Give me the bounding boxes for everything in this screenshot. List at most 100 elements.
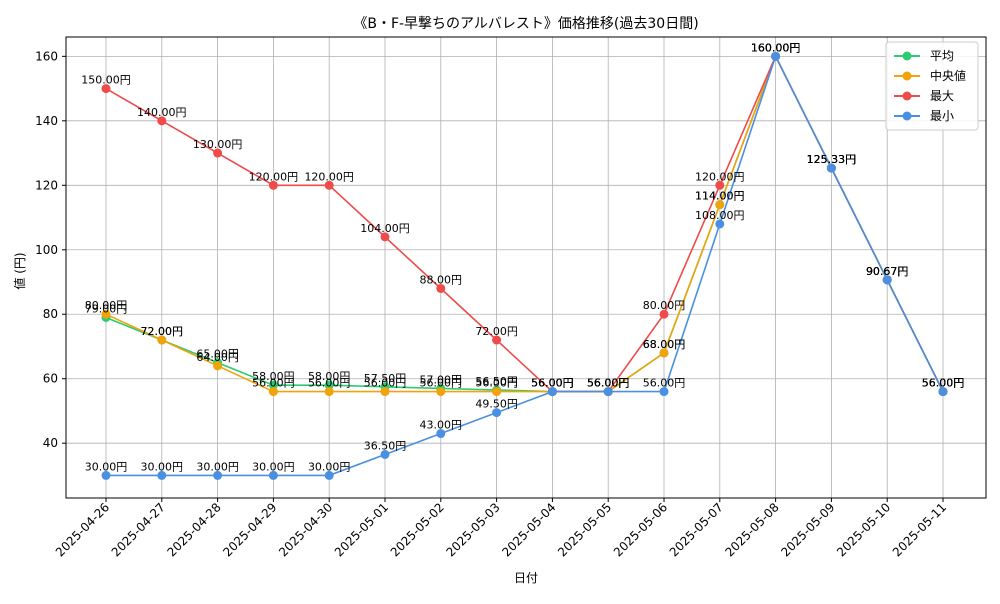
data-label: 56.00円 bbox=[922, 377, 965, 390]
data-label: 88.00円 bbox=[420, 273, 463, 286]
data-label: 125.33円 bbox=[807, 153, 857, 166]
x-tick-label: 2025-04-26 bbox=[53, 500, 112, 559]
data-point bbox=[324, 387, 334, 397]
data-label: 56.00円 bbox=[531, 377, 574, 390]
data-point bbox=[380, 449, 390, 459]
data-point bbox=[436, 283, 446, 293]
x-tick-label: 2025-04-27 bbox=[109, 500, 168, 559]
data-label: 56.00円 bbox=[587, 377, 630, 390]
y-tick-label: 80 bbox=[43, 307, 58, 321]
data-point bbox=[771, 51, 781, 61]
data-label: 125.33円 bbox=[807, 153, 857, 166]
y-tick-label: 40 bbox=[43, 436, 58, 450]
data-label: 30.00円 bbox=[85, 460, 128, 473]
data-label: 120.00円 bbox=[249, 170, 299, 183]
data-label: 43.00円 bbox=[420, 419, 463, 432]
data-label: 65.00円 bbox=[196, 348, 239, 361]
data-label: 150.00円 bbox=[81, 74, 131, 87]
data-label: 90.67円 bbox=[866, 265, 909, 278]
data-point bbox=[268, 380, 278, 390]
data-point bbox=[213, 470, 223, 480]
data-label: 56.00円 bbox=[922, 377, 965, 390]
data-label: 56.00円 bbox=[252, 377, 295, 390]
data-label: 130.00円 bbox=[193, 138, 243, 151]
data-label: 56.00円 bbox=[643, 377, 686, 390]
data-label: 56.00円 bbox=[308, 377, 351, 390]
data-label: 56.00円 bbox=[364, 377, 407, 390]
data-label: 80.00円 bbox=[643, 299, 686, 312]
data-point bbox=[157, 116, 167, 126]
data-label: 30.00円 bbox=[141, 460, 184, 473]
data-point bbox=[157, 335, 167, 345]
data-label: 58.00円 bbox=[308, 370, 351, 383]
x-tick-label: 2025-05-06 bbox=[611, 500, 670, 559]
data-label: 57.50円 bbox=[364, 372, 407, 385]
series-line-2 bbox=[105, 54, 944, 393]
x-tick-label: 2025-05-03 bbox=[444, 500, 503, 559]
x-tick-label: 2025-05-09 bbox=[778, 500, 837, 559]
y-axis-title: 値 (円) bbox=[12, 252, 27, 289]
data-point bbox=[715, 200, 725, 210]
data-label: 30.00円 bbox=[196, 460, 239, 473]
data-point bbox=[157, 470, 167, 480]
data-label: 160.00円 bbox=[751, 41, 801, 54]
data-point bbox=[436, 387, 446, 397]
data-point bbox=[101, 470, 111, 480]
data-label: 79.00円 bbox=[85, 302, 128, 315]
data-point bbox=[938, 387, 948, 397]
data-point bbox=[213, 148, 223, 158]
data-label: 68.00円 bbox=[643, 338, 686, 351]
data-label: 57.00円 bbox=[420, 373, 463, 386]
data-point bbox=[715, 219, 725, 229]
data-label: 72.00円 bbox=[141, 325, 184, 338]
data-label: 80.00円 bbox=[85, 299, 128, 312]
x-tick-label: 2025-05-02 bbox=[388, 500, 447, 559]
data-point bbox=[492, 387, 502, 397]
data-point bbox=[213, 361, 223, 371]
data-label: 36.50円 bbox=[364, 439, 407, 452]
x-tick-label: 2025-04-28 bbox=[165, 500, 224, 559]
data-label: 56.00円 bbox=[420, 377, 463, 390]
data-point bbox=[882, 275, 892, 285]
data-label: 30.00円 bbox=[252, 460, 295, 473]
data-point bbox=[492, 408, 502, 418]
data-point bbox=[101, 309, 111, 319]
data-label: 56.00円 bbox=[587, 377, 630, 390]
data-label: 56.00円 bbox=[587, 377, 630, 390]
grid bbox=[66, 37, 986, 498]
data-label: 125.33円 bbox=[807, 153, 857, 166]
data-label: 68.00円 bbox=[643, 338, 686, 351]
legend-label: 最大 bbox=[930, 89, 954, 103]
data-point bbox=[715, 180, 725, 190]
data-label: 125.33円 bbox=[807, 153, 857, 166]
data-label: 140.00円 bbox=[137, 106, 187, 119]
data-label: 56.00円 bbox=[475, 377, 518, 390]
y-tick-label: 60 bbox=[43, 372, 58, 386]
data-label: 56.00円 bbox=[531, 377, 574, 390]
data-label: 56.00円 bbox=[587, 377, 630, 390]
x-tick-label: 2025-05-04 bbox=[499, 500, 558, 559]
data-point bbox=[492, 335, 502, 345]
legend-label: 中央値 bbox=[930, 68, 966, 83]
data-labels: 79.00円 72.00円 65.00円 58.00円 58.00円 57.50円 57.0… bbox=[81, 41, 964, 473]
legend-marker bbox=[902, 71, 912, 81]
data-label: 104.00円 bbox=[360, 222, 410, 235]
data-label: 64.00円 bbox=[196, 351, 239, 364]
data-point bbox=[436, 429, 446, 439]
data-point bbox=[380, 387, 390, 397]
data-label: 56.00円 bbox=[531, 377, 574, 390]
data-point bbox=[101, 84, 111, 94]
legend-label: 最小 bbox=[930, 109, 954, 123]
x-tick-label: 2025-05-08 bbox=[723, 500, 782, 559]
x-tick-label: 2025-05-05 bbox=[555, 500, 614, 559]
series-line-4 bbox=[106, 54, 944, 477]
data-label: 90.67円 bbox=[866, 265, 909, 278]
series-line-1 bbox=[105, 54, 944, 393]
data-label: 160.00円 bbox=[751, 41, 801, 54]
data-label: 49.50円 bbox=[475, 398, 518, 411]
x-tick-label: 2025-05-10 bbox=[834, 500, 893, 559]
x-tick-label: 2025-04-30 bbox=[276, 500, 335, 559]
data-label: 160.00円 bbox=[751, 41, 801, 54]
